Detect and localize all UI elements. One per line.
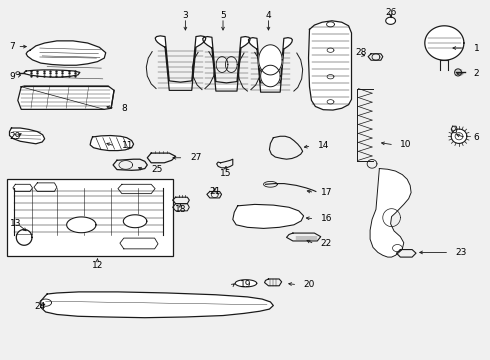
Text: 6: 6 (474, 133, 479, 142)
Polygon shape (259, 45, 282, 75)
Text: 24: 24 (34, 302, 45, 311)
Polygon shape (370, 168, 411, 257)
Polygon shape (18, 86, 114, 109)
Polygon shape (261, 65, 280, 87)
Text: 19: 19 (240, 280, 251, 289)
Polygon shape (24, 70, 80, 77)
Polygon shape (9, 128, 45, 144)
Polygon shape (386, 17, 395, 24)
Text: 13: 13 (9, 219, 21, 228)
Polygon shape (425, 26, 464, 60)
Text: 27: 27 (190, 153, 202, 162)
Text: 17: 17 (321, 188, 332, 197)
Text: 9: 9 (9, 72, 15, 81)
Text: 28: 28 (356, 48, 367, 57)
Text: 26: 26 (385, 8, 396, 17)
Text: 29: 29 (9, 132, 21, 141)
Bar (6, 179, 172, 256)
Polygon shape (451, 129, 467, 143)
Text: 3: 3 (182, 11, 188, 20)
Text: 4: 4 (266, 11, 271, 20)
Polygon shape (123, 215, 147, 228)
Text: 23: 23 (455, 248, 466, 257)
Text: 18: 18 (175, 205, 186, 214)
Text: 11: 11 (122, 141, 133, 150)
Polygon shape (67, 217, 96, 233)
Polygon shape (203, 37, 250, 91)
Polygon shape (26, 41, 106, 65)
Text: 14: 14 (318, 141, 330, 150)
Text: 22: 22 (321, 239, 332, 248)
Polygon shape (248, 38, 293, 92)
Polygon shape (90, 135, 134, 150)
Text: 5: 5 (220, 11, 226, 20)
Polygon shape (16, 229, 32, 245)
Text: 25: 25 (151, 166, 163, 175)
Polygon shape (309, 21, 351, 110)
Text: 20: 20 (304, 280, 315, 289)
Text: 15: 15 (220, 169, 231, 178)
Text: 2: 2 (474, 69, 479, 78)
Polygon shape (233, 204, 304, 228)
Text: 7: 7 (9, 42, 15, 51)
Polygon shape (455, 69, 462, 76)
Polygon shape (41, 292, 273, 318)
Polygon shape (155, 36, 206, 90)
Polygon shape (235, 280, 257, 287)
Text: 1: 1 (474, 44, 479, 53)
Text: 12: 12 (92, 261, 103, 270)
Text: 16: 16 (321, 214, 332, 223)
Text: 21: 21 (209, 187, 220, 196)
Text: 10: 10 (400, 140, 412, 149)
Text: 8: 8 (122, 104, 127, 113)
